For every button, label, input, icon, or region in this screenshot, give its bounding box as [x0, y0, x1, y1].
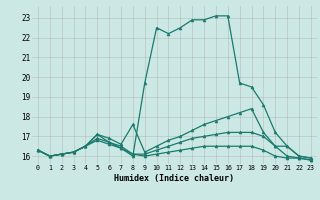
X-axis label: Humidex (Indice chaleur): Humidex (Indice chaleur)	[115, 174, 234, 183]
